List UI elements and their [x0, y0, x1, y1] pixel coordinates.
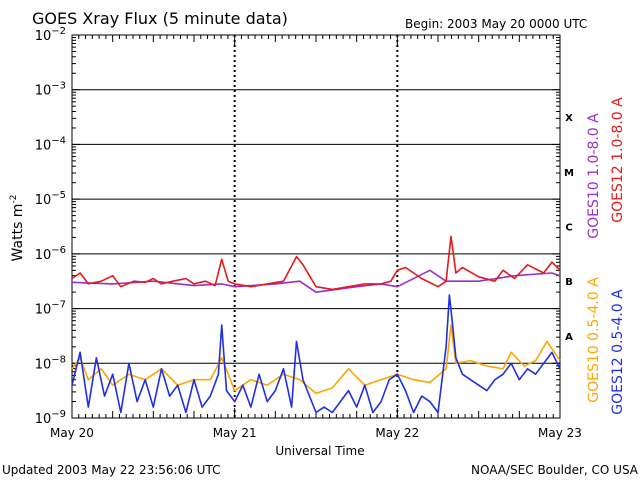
legend-label: GOES12 0.5-4.0 A — [610, 289, 626, 415]
y-tick-label: 10−6 — [35, 245, 66, 263]
y-tick-label: 10−5 — [35, 190, 66, 208]
legend-label: GOES12 1.0-8.0 A — [610, 97, 626, 223]
x-tick-label: May 20 — [50, 426, 94, 440]
legend: GOES10 1.0-8.0 A GOES12 1.0-8.0 A GOES10 0… — [586, 97, 626, 415]
y-axis-label: Watts m — [10, 204, 26, 262]
legend-entry: GOES12 0.5-4.0 A — [610, 289, 626, 415]
y-tick-label: 10−7 — [35, 300, 66, 318]
legend-label: GOES10 1.0-8.0 A — [586, 113, 602, 239]
flare-class-labels: A B C M X — [564, 113, 574, 343]
x-axis-label: Universal Time — [275, 444, 364, 458]
legend-label: GOES10 0.5-4.0 A — [586, 277, 602, 403]
flare-class-label: B — [565, 277, 573, 288]
legend-entry: GOES10 0.5-4.0 A — [586, 277, 602, 403]
legend-entry: GOES10 1.0-8.0 A — [586, 113, 602, 239]
y-tick-label: 10−8 — [35, 354, 66, 372]
svg-text:Watts m-2: Watts m-2 — [9, 195, 26, 262]
y-axis-label-group: Watts m-2 — [9, 195, 26, 262]
y-tick-label: 10−9 — [35, 409, 66, 427]
chart-title: GOES Xray Flux (5 minute data) — [32, 9, 288, 28]
credit-label: NOAA/SEC Boulder, CO USA — [471, 463, 639, 477]
series-line — [71, 294, 561, 414]
y-tick-label: 10−4 — [35, 135, 66, 153]
y-tick-label: 10−2 — [35, 26, 66, 44]
flare-class-label: C — [565, 223, 572, 234]
flare-class-label: A — [565, 332, 573, 343]
x-tick-label: May 21 — [213, 426, 257, 440]
x-tick-label: May 23 — [538, 426, 582, 440]
flare-class-label: X — [565, 113, 573, 124]
legend-entry: GOES12 1.0-8.0 A — [610, 97, 626, 223]
begin-label: Begin: 2003 May 20 0000 UTC — [405, 17, 587, 31]
x-tick-label: May 22 — [375, 426, 419, 440]
x-axis: May 20 May 21 May 22 May 23 — [50, 35, 582, 440]
flare-class-label: M — [564, 168, 574, 179]
y-axis-label-exponent: -2 — [9, 195, 19, 204]
series-layer — [71, 235, 561, 414]
updated-timestamp: Updated 2003 May 22 23:56:06 UTC — [2, 463, 220, 477]
series-line — [71, 235, 561, 291]
y-tick-label: 10−3 — [35, 81, 66, 99]
series-line — [71, 324, 561, 395]
